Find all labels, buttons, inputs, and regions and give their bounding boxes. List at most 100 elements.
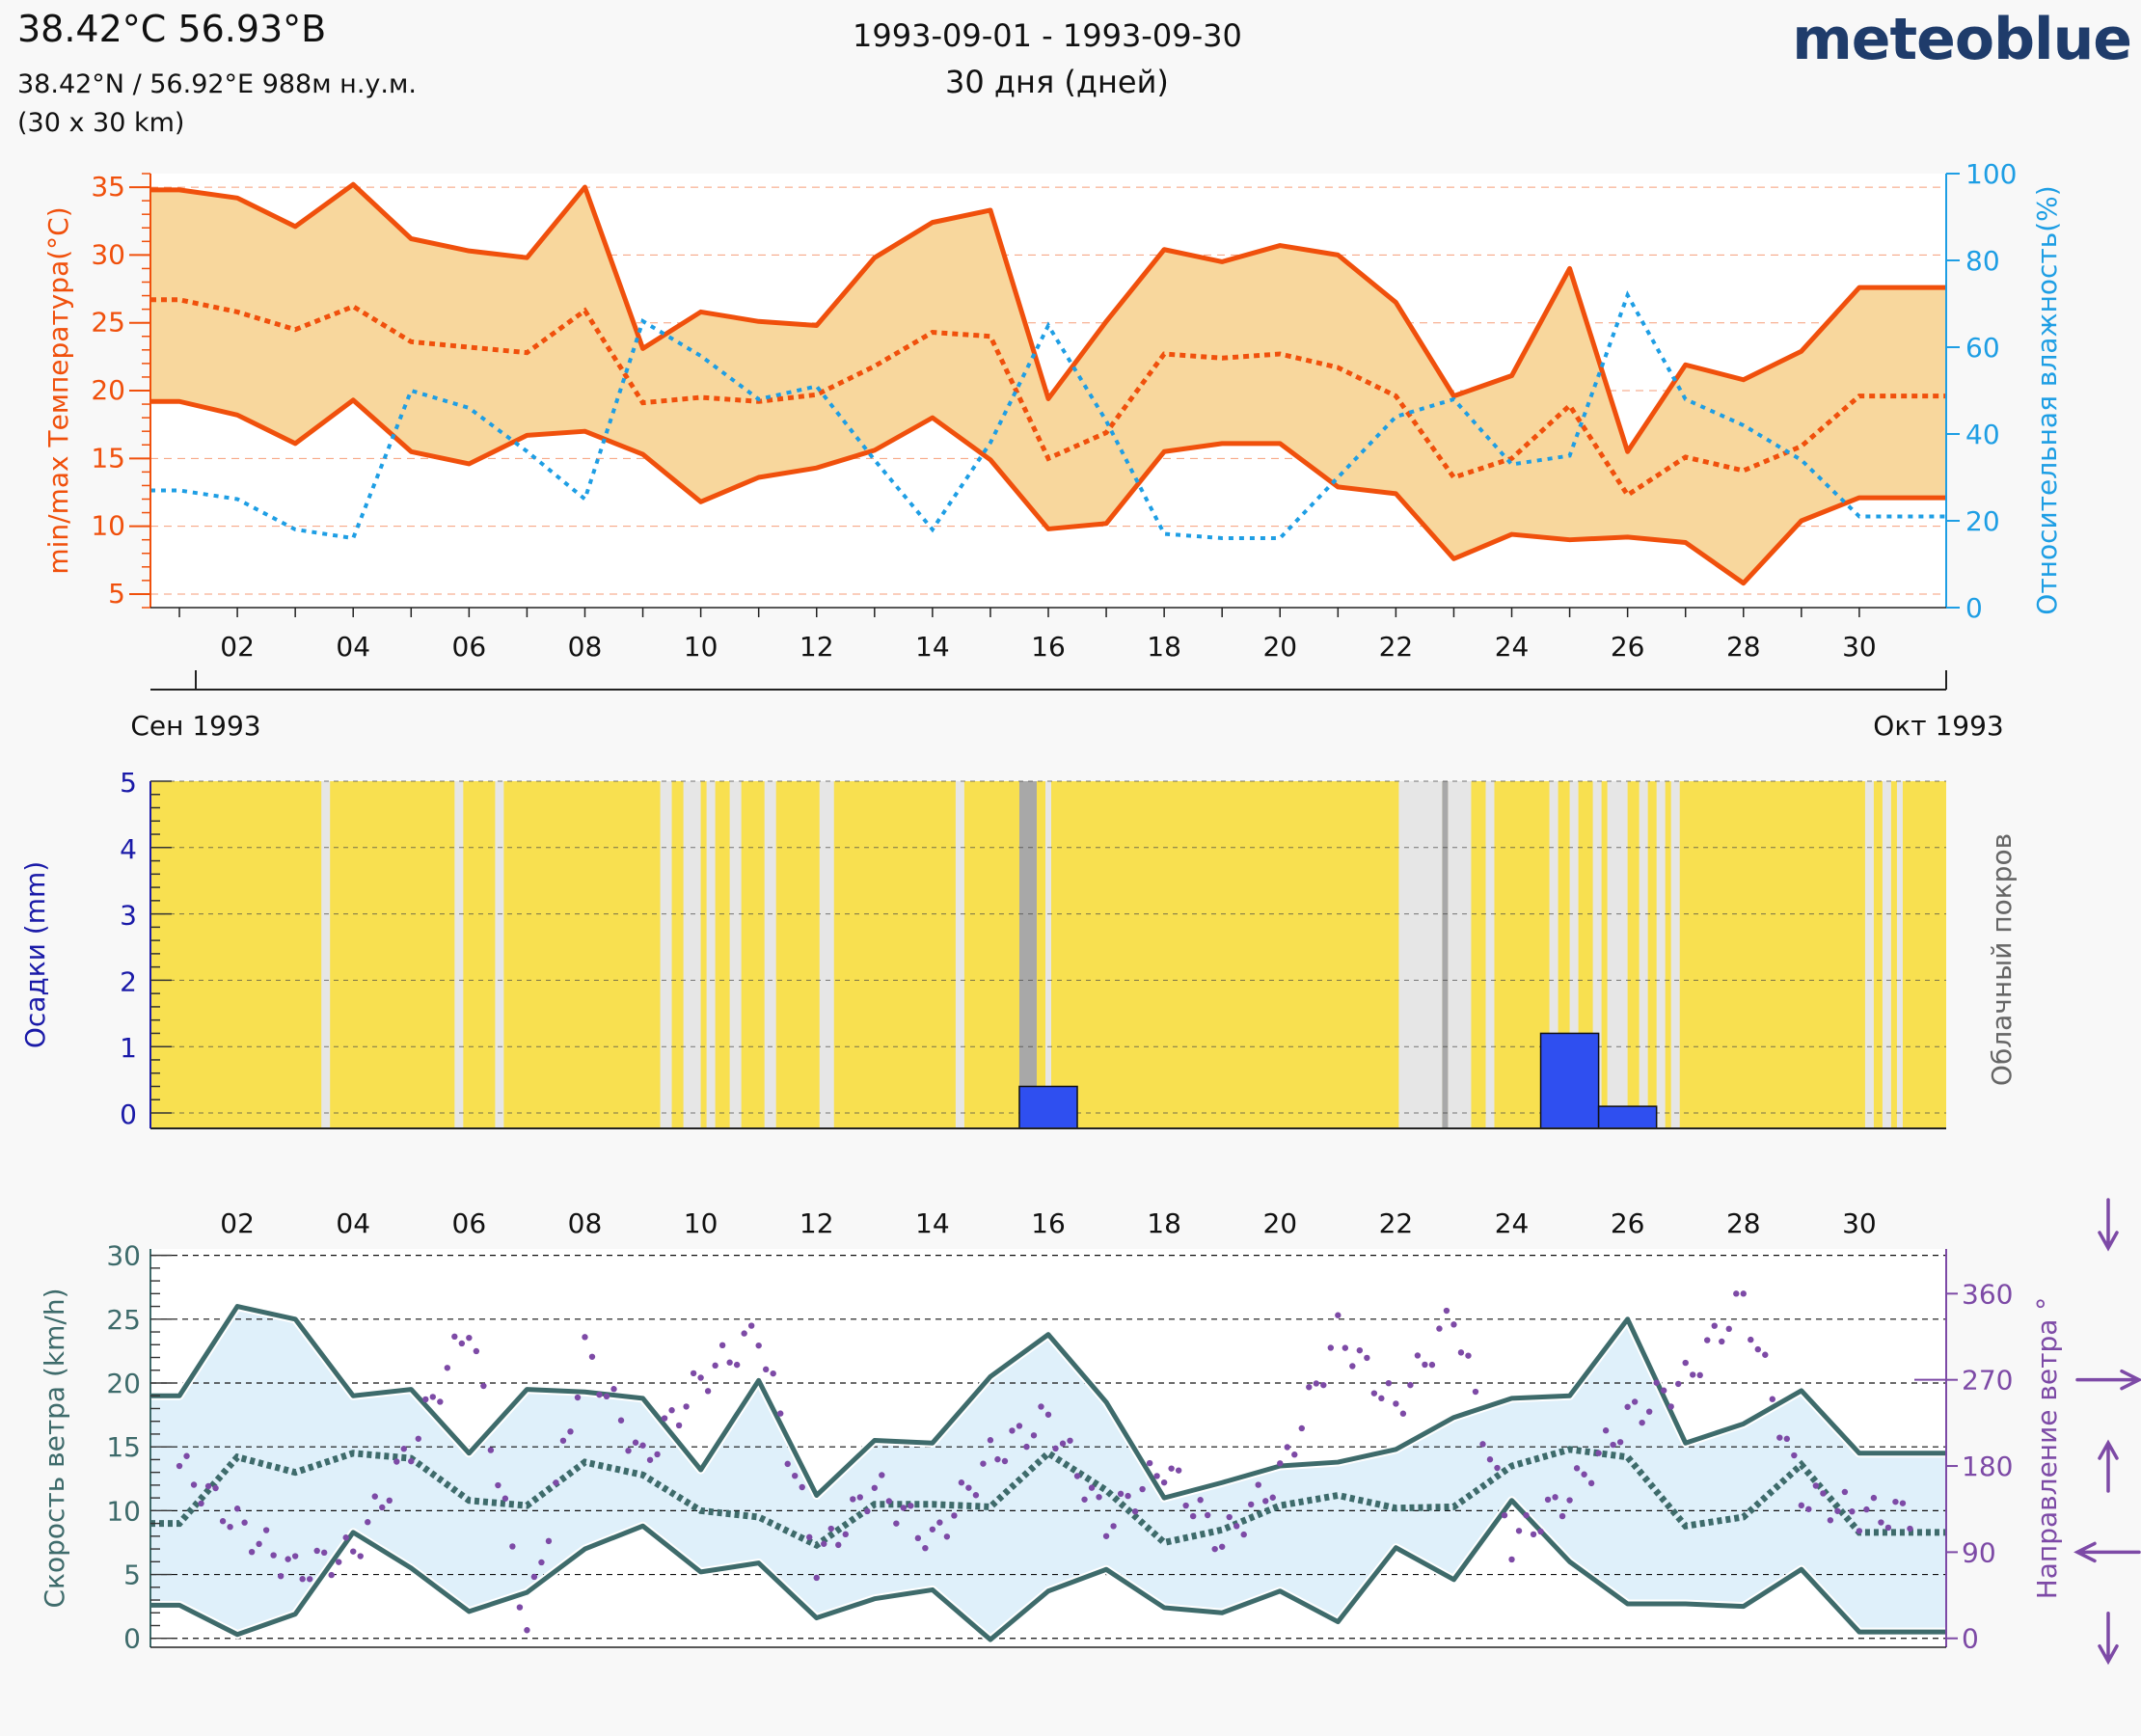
day-label: 04 [336, 631, 370, 663]
wind-range-band [150, 1306, 1946, 1641]
wind-direction-point [1146, 1459, 1153, 1467]
wind-direction-point [1269, 1494, 1276, 1501]
wind-direction-point [1023, 1443, 1030, 1451]
wind-direction-point [864, 1507, 871, 1515]
temp-tick-label: 15 [91, 442, 125, 474]
day-label: 20 [1262, 631, 1297, 663]
wind-direction-point [480, 1382, 487, 1390]
wind-direction-point [1667, 1403, 1674, 1410]
wind-direction-point [567, 1428, 574, 1435]
min-temperature-line [150, 397, 1946, 586]
wind-direction-point [1436, 1325, 1443, 1332]
wind-direction-point [712, 1362, 718, 1370]
wind-day-label: 18 [1147, 1207, 1181, 1239]
cloud-cover-band [706, 781, 716, 1128]
wind-direction-point [530, 1573, 538, 1581]
cloud-cover-band [1882, 781, 1891, 1128]
wind-direction-point [285, 1556, 291, 1562]
wind-direction-point [704, 1388, 712, 1395]
wind-direction-point [1320, 1381, 1327, 1389]
wind-direction-point [1153, 1473, 1160, 1479]
wind-direction-point [972, 1492, 980, 1499]
wind-direction-point [1378, 1395, 1385, 1402]
wind-direction-point [1566, 1497, 1573, 1504]
wind-direction-point [291, 1553, 299, 1560]
wind-direction-point [1233, 1523, 1240, 1530]
wind-direction-arrow-icon [2073, 1541, 2141, 1563]
wind-direction-point [1067, 1437, 1073, 1444]
wind-direction-point [654, 1451, 661, 1458]
wind-direction-point [1783, 1435, 1791, 1443]
wind-direction-point [1863, 1505, 1870, 1513]
cloud-cover-band [1569, 781, 1579, 1128]
wind-direction-point [1899, 1500, 1907, 1506]
wind-direction-point [1407, 1381, 1414, 1389]
wind-direction-point [951, 1512, 958, 1519]
wind-direction-point [1262, 1498, 1269, 1505]
period-length: 30 дня (дней) [945, 64, 1169, 100]
wind-direction-point [799, 1483, 805, 1491]
wind-direction-point [1610, 1441, 1616, 1449]
max-temperature-line [150, 181, 1946, 454]
wind-direction-point [336, 1559, 342, 1565]
wind-direction-point [1624, 1403, 1631, 1410]
wind-direction-point [1573, 1465, 1581, 1472]
humidity-tick-label: 100 [1965, 158, 2017, 190]
wind-tick-label: 20 [106, 1368, 141, 1399]
wind-direction-point [1306, 1384, 1313, 1391]
min-wind-line [150, 1498, 1946, 1642]
precip-bar [1018, 1085, 1078, 1129]
wind-direction-point [1754, 1345, 1761, 1353]
wind-direction-arrow-icon [2075, 1369, 2141, 1391]
wind-direction-point [1240, 1531, 1247, 1538]
wind-direction-point [987, 1437, 994, 1444]
wind-direction-point [610, 1386, 617, 1393]
wind-direction-point [1675, 1380, 1682, 1388]
wind-direction-point [1081, 1496, 1088, 1503]
wind-direction-point [1428, 1361, 1436, 1369]
wind-direction-point [697, 1374, 704, 1381]
wind-direction-point [1102, 1533, 1110, 1539]
wind-direction-point [1450, 1321, 1457, 1328]
mean-wind-line [150, 1446, 1946, 1550]
wind-direction-point [958, 1479, 965, 1486]
wind-direction-point [842, 1531, 849, 1538]
wind-direction-point [893, 1520, 900, 1527]
cloud-cover-band [1044, 781, 1052, 1128]
wind-direction-point [1616, 1439, 1624, 1446]
wind-direction-point [936, 1519, 943, 1526]
wind-direction-point [219, 1518, 227, 1525]
wind-direction-point [1878, 1519, 1884, 1526]
wind-direction-point [1218, 1543, 1226, 1550]
wind-direction-point [1472, 1388, 1479, 1396]
cloud-cover-band [321, 781, 331, 1128]
wind-direction-point [1211, 1545, 1218, 1553]
wind-direction-point [1342, 1344, 1349, 1351]
cloud-cover-band [764, 781, 776, 1128]
month-end-label: Окт 1993 [1873, 710, 2003, 742]
wind-direction-point [755, 1342, 762, 1349]
mean-temperature-line [150, 297, 1946, 499]
date-range: 1993-09-01 - 1993-09-30 [853, 17, 1242, 54]
wind-direction-point [1443, 1307, 1450, 1315]
wind-direction-point [1414, 1352, 1422, 1359]
day-label: 08 [568, 631, 603, 663]
wind-direction-point [1277, 1460, 1284, 1467]
direction-tick-label: 360 [1962, 1278, 2013, 1310]
wind-direction-point [1791, 1451, 1798, 1459]
wind-direction-point [980, 1460, 987, 1467]
wind-direction-point [473, 1347, 480, 1355]
direction-tick-label: 0 [1962, 1623, 1979, 1655]
cloud-cover-band [1018, 781, 1037, 1128]
wind-direction-point [625, 1447, 632, 1454]
day-label: 18 [1147, 631, 1181, 663]
direction-axis-label: Направление ветра ° [2031, 1297, 2063, 1600]
precip-bar [1539, 1032, 1600, 1129]
wind-direction-point [943, 1533, 951, 1540]
wind-direction-point [885, 1498, 893, 1505]
wind-direction-point [733, 1361, 741, 1369]
wind-day-label: 22 [1379, 1207, 1414, 1239]
wind-day-label: 02 [220, 1207, 255, 1239]
wind-direction-point [256, 1540, 262, 1548]
